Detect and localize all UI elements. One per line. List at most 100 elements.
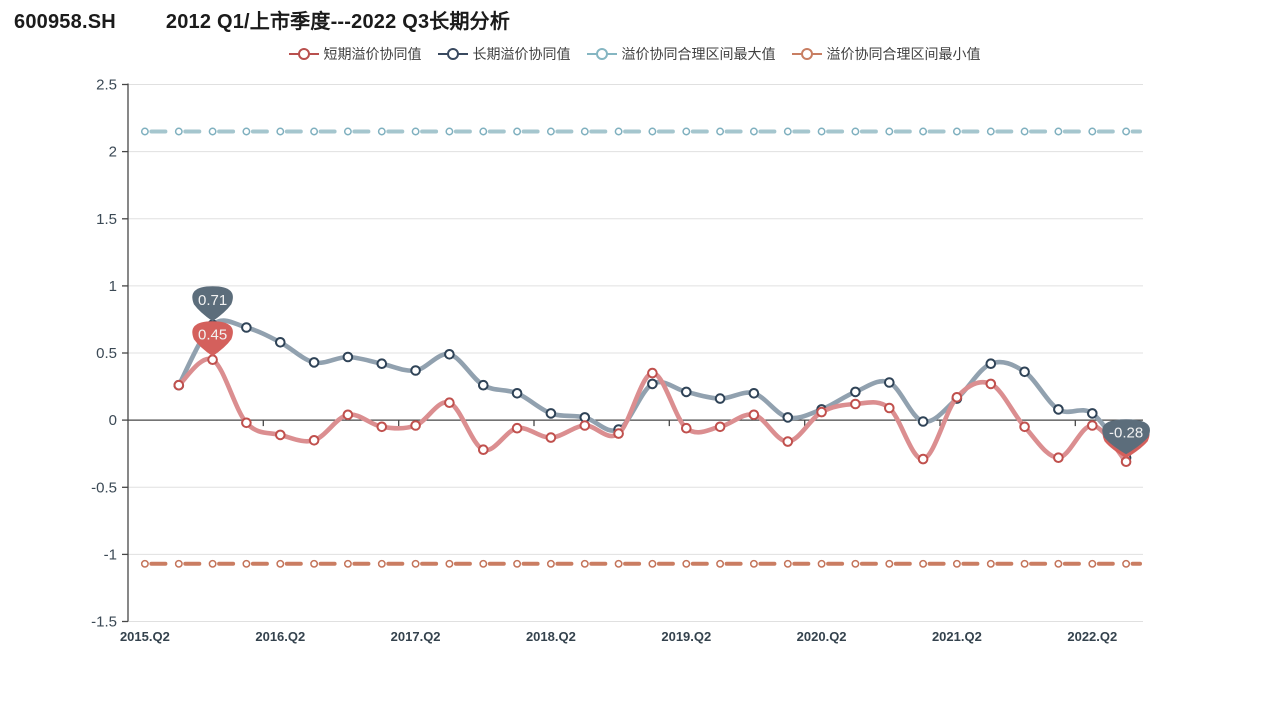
- data-point-marker[interactable]: [343, 559, 352, 568]
- data-point-marker[interactable]: [444, 397, 455, 409]
- data-point-marker[interactable]: [410, 365, 421, 376]
- data-point-marker[interactable]: [816, 406, 827, 418]
- data-point-marker[interactable]: [377, 559, 386, 568]
- data-point-marker[interactable]: [714, 393, 726, 404]
- data-point-marker[interactable]: [682, 559, 691, 568]
- data-point-marker[interactable]: [479, 559, 488, 568]
- data-point-marker[interactable]: [952, 559, 961, 568]
- data-point-marker[interactable]: [851, 127, 860, 136]
- data-point-marker[interactable]: [817, 559, 826, 568]
- data-point-marker[interactable]: [376, 358, 388, 370]
- data-point-marker[interactable]: [580, 559, 589, 568]
- data-point-marker[interactable]: [241, 417, 252, 429]
- data-point-marker[interactable]: [310, 127, 319, 136]
- data-point-marker[interactable]: [173, 379, 185, 391]
- data-point-marker[interactable]: [342, 409, 354, 421]
- data-point-marker[interactable]: [1054, 559, 1063, 568]
- data-point-marker[interactable]: [648, 127, 657, 136]
- data-point-marker[interactable]: [647, 367, 658, 379]
- data-point-marker[interactable]: [783, 127, 792, 136]
- data-point-marker[interactable]: [951, 392, 963, 403]
- data-point-marker[interactable]: [376, 421, 388, 433]
- data-point-marker[interactable]: [242, 559, 251, 568]
- data-point-marker[interactable]: [885, 127, 894, 136]
- data-point-marker[interactable]: [919, 127, 928, 136]
- data-point-marker[interactable]: [1020, 127, 1029, 136]
- data-point-marker[interactable]: [1122, 559, 1131, 568]
- data-point-marker[interactable]: [985, 378, 997, 390]
- data-point-marker[interactable]: [1053, 404, 1064, 415]
- data-point-marker[interactable]: [479, 127, 488, 136]
- data-point-marker[interactable]: [1019, 421, 1030, 433]
- data-point-marker[interactable]: [648, 559, 657, 568]
- data-point-marker[interactable]: [511, 388, 523, 399]
- data-point-marker[interactable]: [308, 435, 320, 446]
- data-point-marker[interactable]: [513, 559, 522, 568]
- data-point-marker[interactable]: [1088, 559, 1097, 568]
- data-point-marker[interactable]: [276, 559, 285, 568]
- data-point-marker[interactable]: [850, 398, 861, 410]
- data-point-marker[interactable]: [614, 127, 623, 136]
- data-point-marker[interactable]: [917, 416, 929, 427]
- data-point-marker[interactable]: [308, 357, 320, 368]
- data-point-marker[interactable]: [1088, 127, 1097, 136]
- data-point-marker[interactable]: [546, 127, 555, 136]
- data-point-marker[interactable]: [208, 559, 217, 568]
- data-point-marker[interactable]: [342, 351, 354, 363]
- data-point-marker[interactable]: [1087, 408, 1098, 419]
- data-point-marker[interactable]: [1053, 452, 1064, 464]
- data-point-marker[interactable]: [410, 420, 421, 431]
- data-point-marker[interactable]: [714, 421, 726, 433]
- data-point-marker[interactable]: [377, 127, 386, 136]
- data-point-marker[interactable]: [411, 127, 420, 136]
- data-point-marker[interactable]: [748, 388, 760, 399]
- data-point-marker[interactable]: [681, 422, 692, 434]
- data-point-marker[interactable]: [817, 127, 826, 136]
- data-point-marker[interactable]: [546, 559, 555, 568]
- data-point-marker[interactable]: [513, 127, 522, 136]
- data-point-marker[interactable]: [242, 127, 251, 136]
- data-point-marker[interactable]: [917, 453, 929, 465]
- data-point-marker[interactable]: [276, 127, 285, 136]
- data-point-marker[interactable]: [241, 322, 252, 333]
- data-point-marker[interactable]: [782, 436, 794, 447]
- data-point-marker[interactable]: [445, 127, 454, 136]
- legend-item-range-min[interactable]: 溢价协同合理区间最小值: [791, 44, 981, 64]
- data-point-marker[interactable]: [579, 420, 591, 431]
- data-point-marker[interactable]: [343, 127, 352, 136]
- data-point-marker[interactable]: [716, 127, 725, 136]
- data-point-marker[interactable]: [275, 337, 286, 348]
- data-point-marker[interactable]: [207, 354, 218, 366]
- data-point-marker[interactable]: [174, 559, 183, 568]
- data-point-marker[interactable]: [275, 429, 286, 441]
- data-point-marker[interactable]: [1020, 559, 1029, 568]
- data-point-marker[interactable]: [580, 127, 589, 136]
- legend-item-long-term[interactable]: 长期溢价协同值: [437, 44, 571, 64]
- data-point-marker[interactable]: [986, 559, 995, 568]
- data-point-marker[interactable]: [478, 379, 489, 391]
- data-point-marker[interactable]: [511, 422, 523, 434]
- data-point-marker[interactable]: [1087, 420, 1098, 431]
- data-point-marker[interactable]: [545, 408, 557, 419]
- data-point-marker[interactable]: [1122, 127, 1131, 136]
- data-point-marker[interactable]: [850, 386, 861, 398]
- data-point-marker[interactable]: [985, 358, 997, 370]
- data-point-marker[interactable]: [952, 127, 961, 136]
- data-point-marker[interactable]: [445, 559, 454, 568]
- data-point-marker[interactable]: [749, 127, 758, 136]
- data-point-marker[interactable]: [140, 127, 149, 136]
- data-point-marker[interactable]: [885, 559, 894, 568]
- data-point-marker[interactable]: [478, 444, 489, 456]
- data-point-marker[interactable]: [140, 559, 149, 568]
- data-point-marker[interactable]: [545, 432, 557, 443]
- data-point-marker[interactable]: [310, 559, 319, 568]
- data-point-marker[interactable]: [851, 559, 860, 568]
- data-point-marker[interactable]: [986, 127, 995, 136]
- data-point-marker[interactable]: [411, 559, 420, 568]
- data-point-marker[interactable]: [1019, 366, 1030, 378]
- data-point-marker[interactable]: [613, 428, 624, 439]
- data-point-marker[interactable]: [1054, 127, 1063, 136]
- data-point-marker[interactable]: [174, 127, 183, 136]
- data-point-marker[interactable]: [783, 559, 792, 568]
- data-point-marker[interactable]: [919, 559, 928, 568]
